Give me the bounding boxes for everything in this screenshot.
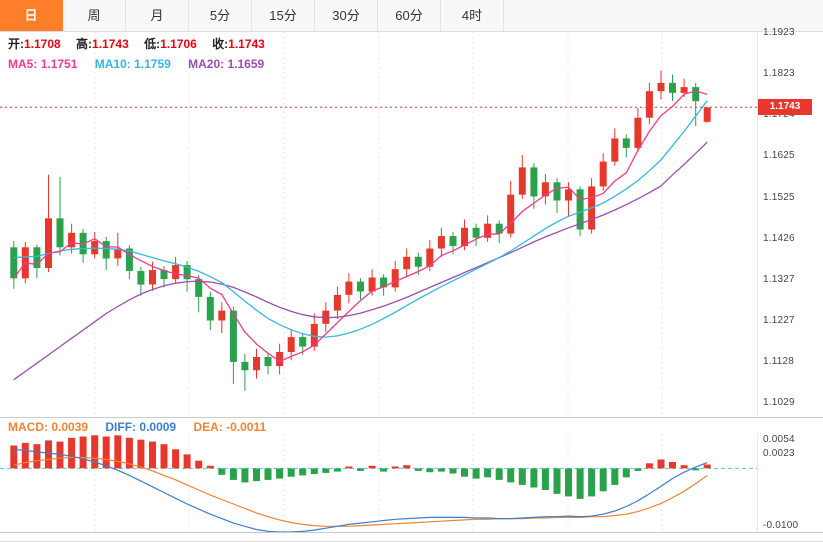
price-axis-label: 1.1327: [763, 273, 795, 285]
ma5-value: 1.1751: [40, 57, 78, 71]
ma20-value: 1.1659: [227, 57, 265, 71]
ohlc-readout: 开:1.1708 高:1.1743 低:1.1706 收:1.1743: [8, 37, 277, 52]
tab-30min[interactable]: 30分: [315, 0, 378, 31]
tab-15min[interactable]: 15分: [252, 0, 315, 31]
price-axis-label: 1.1426: [763, 232, 795, 244]
ma20-label: MA20:: [188, 57, 225, 71]
timeframe-tabbar: 日 周 月 5分 15分 30分 60分 4时: [0, 0, 823, 32]
diff-label: DIFF:: [105, 420, 137, 434]
low-label: 低:: [144, 37, 161, 51]
tab-4hour[interactable]: 4时: [441, 0, 504, 31]
main-candlestick-chart: [0, 32, 757, 417]
ma20-line: [13, 141, 708, 381]
candles-series: [10, 70, 711, 391]
low-value: 1.1706: [160, 37, 197, 51]
tab-month[interactable]: 月: [126, 0, 189, 31]
price-axis-label: 1.1227: [763, 314, 795, 326]
price-axis-label: 1.1029: [763, 396, 795, 408]
dea-label: DEA:: [193, 420, 223, 434]
price-axis-label: 1.1823: [763, 68, 795, 80]
macd-chart-svg: [0, 434, 757, 532]
dea-value: -0.0011: [226, 420, 267, 434]
tab-5min[interactable]: 5分: [189, 0, 252, 31]
close-label: 收:: [212, 37, 229, 51]
ma10-label: MA10:: [94, 57, 131, 71]
macd-histogram: [10, 435, 711, 499]
macd-value: 0.0039: [51, 420, 89, 434]
main-chart-svg: [0, 32, 757, 417]
macd-readout: MACD: 0.0039 DIFF: 0.0009 DEA: -0.0011: [8, 420, 280, 435]
macd-label: MACD:: [8, 420, 48, 434]
tab-day[interactable]: 日: [0, 0, 63, 31]
price-axis-label: 1.1625: [763, 150, 795, 162]
macd-axis-label: 0.0023: [763, 447, 795, 459]
macd-panel: [0, 434, 757, 532]
current-price-tag: 1.1743: [758, 99, 812, 116]
price-axis-label: 1.1525: [763, 191, 795, 203]
price-axis-label: 1.1923: [763, 26, 795, 38]
tab-week[interactable]: 周: [63, 0, 126, 31]
ma5-label: MA5:: [8, 57, 38, 71]
high-value: 1.1743: [92, 37, 129, 51]
panel-divider: [0, 417, 823, 418]
price-axis-label: 1.1128: [763, 355, 795, 367]
macd-axis: 0.0054 0.0023 -0.0100: [757, 434, 823, 532]
close-value: 1.1743: [228, 37, 265, 51]
price-axis: 1.1743 1.19231.18231.17241.16251.15251.1…: [757, 27, 823, 417]
ma5-line: [13, 90, 708, 363]
diff-line: [13, 448, 708, 532]
macd-axis-label: -0.0100: [763, 520, 799, 531]
chart-area: 开:1.1708 高:1.1743 低:1.1706 收:1.1743 MA5:…: [0, 27, 823, 541]
tab-60min[interactable]: 60分: [378, 0, 441, 31]
macd-axis-label: 0.0054: [763, 434, 795, 445]
ma10-line: [13, 100, 708, 338]
high-label: 高:: [76, 37, 93, 51]
open-value: 1.1708: [24, 37, 61, 51]
bottom-divider: [0, 532, 823, 533]
open-label: 开:: [8, 37, 24, 51]
diff-value: 0.0009: [139, 420, 177, 434]
ma-readout: MA5: 1.1751 MA10: 1.1759 MA20: 1.1659: [8, 57, 278, 72]
ma10-value: 1.1759: [134, 57, 171, 71]
